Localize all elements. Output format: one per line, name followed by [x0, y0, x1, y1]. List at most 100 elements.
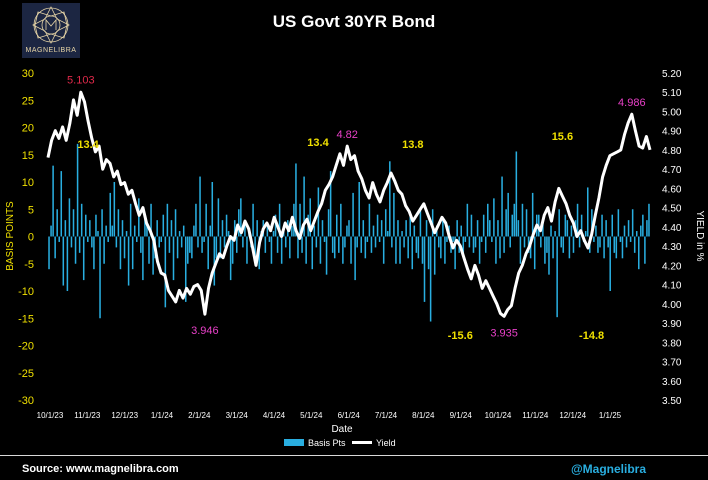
basis-pts-bar [164, 236, 167, 308]
magnelibra-logo: MAGNELIBRA [22, 3, 80, 58]
left-tick-label: -5 [24, 259, 34, 271]
basis-pts-bar [511, 214, 514, 237]
basis-pts-bar [550, 225, 552, 237]
basis-pts-bar [191, 236, 193, 259]
basis-pts-bar [372, 225, 375, 237]
basis-pts-bar [303, 176, 305, 237]
basis-pts-bar [358, 182, 360, 237]
basis-pts-bar [301, 236, 303, 253]
basis-pts-bar [513, 203, 516, 237]
basis-pts-bar [329, 171, 332, 237]
basis-pts-bar [335, 214, 338, 237]
basis-pts-bar [415, 236, 418, 253]
basis-pts-bar [462, 236, 465, 259]
basis-pts-bar [101, 209, 103, 237]
basis-pts-bar [419, 209, 422, 237]
basis-pts-bar [391, 236, 393, 248]
basis-pts-bar [76, 143, 79, 237]
legend-label-basis-pts: Basis Pts [308, 438, 346, 448]
chart-annotations: 5.103 13.4 3.946 13.4 4.82 13.8 -15.6 3.935 15.6… [67, 75, 646, 343]
basis-pts-bar [399, 236, 401, 264]
basis-pts-bar [544, 236, 546, 264]
basis-pts-bar [278, 203, 281, 237]
basis-pts-bar [605, 220, 607, 237]
basis-pts-bar [609, 236, 611, 291]
basis-pts-bar [452, 236, 454, 242]
basis-pts-bar [346, 225, 348, 237]
basis-pts-bar [360, 236, 363, 253]
basis-pts-bar [595, 225, 597, 237]
basis-pts-bar [236, 236, 238, 253]
right-tick-label: 3.90 [662, 319, 682, 330]
basis-pts-bar [48, 236, 50, 270]
basis-pts-bar [291, 225, 293, 237]
basis-pts-bar [389, 161, 391, 237]
basis-pts-bar [207, 236, 209, 270]
basis-pts-bar [517, 220, 520, 237]
basis-pts-bar [619, 236, 622, 242]
basis-pts-bar [182, 225, 185, 237]
x-axis-label: Date [331, 424, 353, 435]
basis-pts-bar [176, 236, 179, 259]
basis-pts-bar [648, 203, 650, 237]
basis-pts-bar [433, 236, 436, 275]
basis-pts-bar [580, 214, 583, 237]
basis-pts-bar [138, 198, 140, 237]
basis-pts-bar [295, 163, 297, 237]
basis-pts-bar [454, 236, 456, 270]
basis-pts-bar [223, 236, 226, 248]
basis-pts-bar [425, 220, 428, 237]
basis-pts-bar [493, 198, 495, 237]
basis-pts-bar [562, 236, 565, 253]
basis-pts-bar [531, 192, 534, 237]
x-tick-label: 12/1/24 [559, 411, 586, 420]
left-tick-label: -10 [18, 286, 34, 298]
x-tick-label: 1/1/24 [151, 411, 174, 420]
basis-pts-bar [93, 236, 95, 270]
basis-pts-bar [380, 220, 383, 237]
basis-pts-bar [89, 220, 91, 237]
basis-pts-bar [84, 214, 87, 237]
basis-pts-bar [364, 236, 367, 259]
basis-pts-bar [168, 236, 171, 253]
basis-pts-bar [472, 236, 475, 253]
annotation-label: 5.103 [67, 75, 95, 87]
basis-pts-bar [221, 220, 224, 237]
basis-pts-bar [411, 236, 414, 270]
right-tick-label: 4.70 [662, 165, 682, 176]
basis-pts-bar [213, 236, 216, 286]
basis-pts-bar [150, 203, 152, 237]
basis-pts-bar [142, 236, 144, 281]
basis-pts-bar [233, 220, 236, 237]
annotation-label: -14.8 [579, 330, 604, 342]
basis-pts-bar [466, 203, 469, 237]
basis-pts-bar [540, 236, 542, 248]
basis-pts-bar [266, 225, 269, 237]
basis-pts-bar [613, 236, 616, 253]
right-tick-label: 5.00 [662, 108, 682, 119]
basis-pts-bar [199, 176, 201, 237]
basis-pts-bar [586, 187, 589, 237]
basis-pts-bar [244, 220, 246, 237]
basis-pts-bar [397, 220, 399, 237]
basis-pts-bar [50, 225, 52, 237]
right-tick-label: 4.10 [662, 281, 682, 292]
basis-pts-bar [95, 214, 97, 237]
basis-pts-bar [315, 236, 318, 248]
basis-pts-bar [542, 220, 544, 237]
basis-pts-bar [505, 209, 507, 237]
x-tick-label: 9/1/24 [450, 411, 473, 420]
right-tick-label: 4.60 [662, 184, 682, 195]
right-axis-ticks: 5.20 5.10 5.00 4.90 4.80 4.70 4.60 4.50 4.40 4.30… [662, 69, 682, 407]
basis-pts-bar [413, 225, 416, 237]
basis-pts-bar [289, 236, 291, 259]
left-tick-label: 20 [22, 123, 34, 135]
right-tick-label: 3.50 [662, 396, 682, 407]
basis-pts-bar [170, 220, 173, 237]
basis-pts-bar [80, 203, 83, 237]
basis-pts-bar [264, 236, 267, 253]
basis-pts-bar [66, 236, 69, 291]
basis-pts-bar [297, 236, 299, 259]
basis-pts-bar [125, 231, 128, 237]
basis-pts-bar [444, 236, 446, 264]
